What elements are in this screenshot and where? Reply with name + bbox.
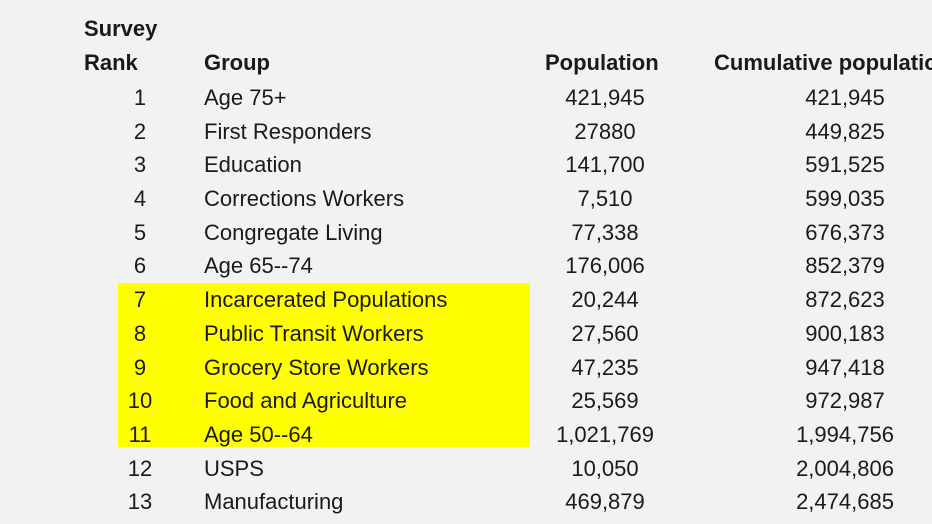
- population-cell: 7,510: [577, 186, 633, 212]
- rank-cell: 7: [133, 287, 147, 313]
- group-cell: Grocery Store Workers: [204, 354, 429, 380]
- population-cell: 27880: [574, 118, 636, 144]
- cumulative-cell: 972,987: [805, 388, 885, 414]
- rank-cell: 4: [133, 186, 147, 212]
- table-row: 1 Age 75+ 421,945 421,945: [0, 81, 932, 115]
- cumulative-cell: 421,945: [805, 85, 885, 110]
- header-rank-line1: Survey: [84, 16, 158, 41]
- rank-cell: 6: [133, 253, 147, 279]
- rank-cell: 8: [133, 320, 147, 346]
- table-row: 8 Public Transit Workers 27,560 900,183: [0, 317, 932, 351]
- rank-cell: 10: [127, 388, 153, 414]
- population-cell: 27,560: [571, 320, 639, 346]
- rank-cell: 11: [128, 421, 152, 447]
- table-row: 9 Grocery Store Workers 47,235 947,418: [0, 351, 932, 385]
- group-cell: Incarcerated Populations: [204, 287, 448, 313]
- population-cell: 176,006: [565, 253, 645, 279]
- group-cell: Manufacturing: [204, 489, 344, 515]
- table-row: 2 First Responders 27880 449,825: [0, 115, 932, 149]
- group-cell: Age 50--64: [204, 421, 313, 447]
- group-cell: Education: [204, 152, 302, 178]
- table-row: 11 Age 50--64 1,021,769 1,994,756: [0, 418, 932, 452]
- table-row: 5 Congregate Living 77,338 676,373: [0, 216, 932, 250]
- table-row: 3 Education 141,700 591,525: [0, 148, 932, 182]
- table-row: 4 Corrections Workers 7,510 599,035: [0, 182, 932, 216]
- group-cell: USPS: [204, 455, 264, 481]
- cumulative-cell: 591,525: [805, 152, 885, 178]
- rank-cell: 12: [127, 455, 153, 481]
- cumulative-cell: 599,035: [805, 186, 885, 212]
- population-cell: 1,021,769: [556, 421, 654, 447]
- rank-cell: 13: [127, 489, 153, 515]
- population-cell: 20,244: [571, 287, 639, 313]
- header-rank-line2: Rank: [84, 50, 138, 75]
- population-cell: 469,879: [565, 489, 645, 515]
- population-cell: 25,569: [571, 388, 639, 414]
- rank-cell: 2: [133, 118, 147, 144]
- group-cell: Corrections Workers: [204, 186, 405, 212]
- rank-cell: 3: [133, 152, 147, 178]
- group-cell: Public Transit Workers: [204, 320, 424, 346]
- cumulative-cell: 900,183: [805, 320, 885, 346]
- group-cell: Food and Agriculture: [204, 388, 408, 414]
- group-cell: Age 65--74: [204, 253, 313, 279]
- rank-cell: 5: [133, 219, 147, 245]
- population-cell: 77,338: [571, 219, 639, 245]
- rank-cell: 1: [133, 85, 147, 110]
- cumulative-cell: 2,474,685: [796, 489, 894, 515]
- row-highlight: [118, 283, 530, 447]
- population-cell: 47,235: [571, 354, 639, 380]
- group-cell: First Responders: [204, 118, 372, 144]
- population-cell: 141,700: [565, 152, 645, 178]
- table-row: 12 USPS 10,050 2,004,806: [0, 452, 932, 486]
- table-row: 10 Food and Agriculture 25,569 972,987: [0, 384, 932, 418]
- header-cumulative-population: Cumulative populatio: [714, 50, 932, 75]
- cumulative-cell: 872,623: [805, 287, 885, 313]
- cumulative-cell: 947,418: [805, 354, 885, 380]
- group-cell: Age 75+: [204, 85, 287, 110]
- cumulative-cell: 2,004,806: [796, 455, 894, 481]
- population-cell: 10,050: [571, 455, 639, 481]
- cumulative-cell: 676,373: [805, 219, 885, 245]
- table-body: 1 Age 75+ 421,945 421,945 2 First Respon…: [0, 81, 932, 519]
- rank-cell: 9: [133, 354, 147, 380]
- population-cell: 421,945: [565, 85, 645, 110]
- cumulative-cell: 1,994,756: [796, 421, 894, 447]
- cumulative-cell: 852,379: [805, 253, 885, 279]
- header-population: Population: [545, 50, 659, 75]
- group-cell: Congregate Living: [204, 219, 383, 245]
- header-group: Group: [204, 50, 270, 75]
- table-row: 7 Incarcerated Populations 20,244 872,62…: [0, 283, 932, 317]
- cumulative-cell: 449,825: [805, 118, 885, 144]
- table-row: 6 Age 65--74 176,006 852,379: [0, 249, 932, 283]
- table-row: 13 Manufacturing 469,879 2,474,685: [0, 485, 932, 519]
